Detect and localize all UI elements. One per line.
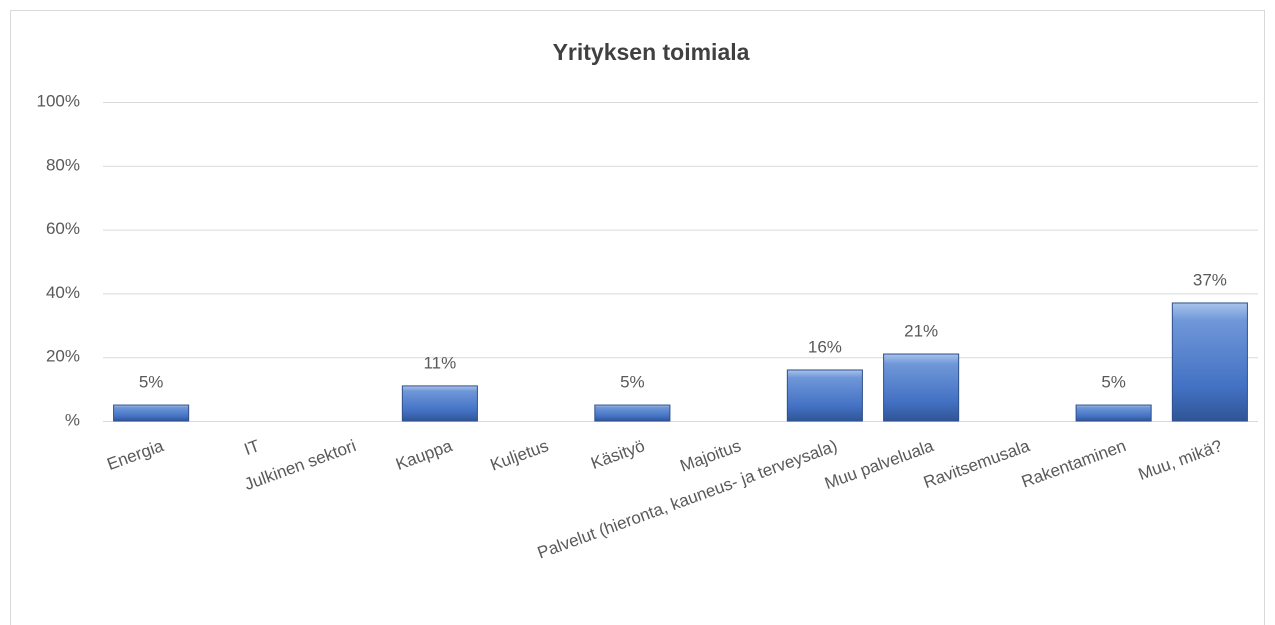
data-label: 37% bbox=[1193, 270, 1227, 289]
data-label: 21% bbox=[904, 321, 938, 340]
y-tick-label: 40% bbox=[46, 283, 80, 302]
bar bbox=[113, 404, 190, 422]
bar bbox=[883, 353, 960, 422]
y-tick-label: 20% bbox=[46, 347, 80, 366]
bar bbox=[1171, 302, 1248, 422]
data-label: 11% bbox=[423, 353, 456, 372]
bar bbox=[594, 404, 671, 422]
bar bbox=[1075, 404, 1152, 422]
chart-frame bbox=[10, 10, 1265, 625]
y-tick-label: 80% bbox=[46, 155, 80, 174]
x-tick-label: IT bbox=[242, 436, 263, 459]
y-tick-label: % bbox=[65, 410, 80, 429]
chart-title: Yrityksen toimiala bbox=[553, 39, 750, 65]
data-label: 5% bbox=[139, 373, 164, 392]
bar bbox=[786, 369, 863, 422]
data-label: 5% bbox=[1101, 373, 1126, 392]
y-tick-label: 60% bbox=[46, 219, 80, 238]
bar bbox=[401, 385, 478, 422]
data-label: 16% bbox=[808, 337, 842, 356]
y-tick-label: 100% bbox=[37, 91, 80, 110]
data-label: 5% bbox=[620, 373, 645, 392]
